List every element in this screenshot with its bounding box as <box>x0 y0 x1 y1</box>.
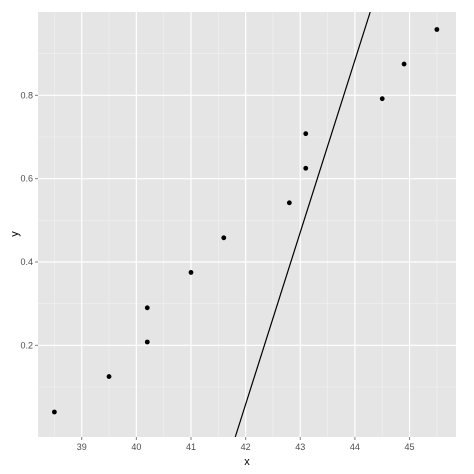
x-axis-title: x <box>244 456 250 468</box>
data-point <box>379 96 385 102</box>
y-axis-title: y <box>9 231 21 237</box>
x-axis-ticks: 39 40 41 42 43 44 45 <box>77 437 415 452</box>
y-tick-label: 0.2 <box>20 340 33 350</box>
y-tick-label: 0.4 <box>20 257 33 267</box>
y-tick-label: 0.6 <box>20 174 33 184</box>
x-tick-label: 39 <box>77 442 87 452</box>
x-tick-label: 45 <box>405 442 415 452</box>
fit-line <box>234 12 371 437</box>
plot-background <box>38 12 456 437</box>
data-point <box>401 61 407 67</box>
data-point <box>286 200 292 206</box>
y-axis-ticks: 0.2 0.4 0.6 0.8 <box>20 90 38 350</box>
x-tick-label: 44 <box>350 442 360 452</box>
data-point <box>144 305 150 311</box>
fit-line-layer <box>234 12 371 437</box>
data-point <box>188 270 194 275</box>
data-point <box>303 131 309 137</box>
data-point <box>221 235 227 241</box>
x-tick-label: 41 <box>186 442 196 452</box>
points-layer <box>51 27 440 415</box>
data-point <box>144 339 150 345</box>
data-point <box>51 409 57 415</box>
data-point <box>106 374 112 379</box>
data-point <box>303 165 309 171</box>
minor-gridlines <box>38 12 456 437</box>
data-point <box>434 27 440 32</box>
y-tick-label: 0.8 <box>20 90 33 100</box>
x-tick-label: 43 <box>295 442 305 452</box>
major-gridlines <box>38 12 456 437</box>
x-tick-label: 40 <box>131 442 141 452</box>
x-tick-label: 42 <box>241 442 251 452</box>
